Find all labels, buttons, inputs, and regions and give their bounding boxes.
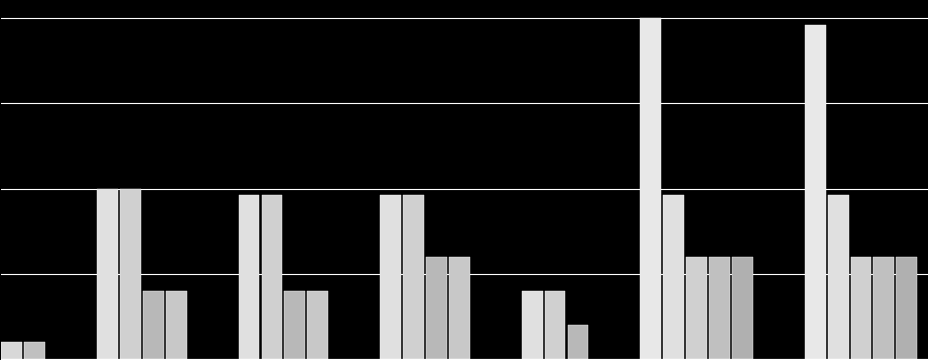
Bar bbox=[827, 195, 847, 359]
Bar bbox=[238, 195, 259, 359]
Bar bbox=[380, 195, 401, 359]
Bar bbox=[448, 257, 470, 359]
Bar bbox=[143, 291, 163, 359]
Bar bbox=[403, 195, 423, 359]
Bar bbox=[567, 325, 587, 359]
Bar bbox=[262, 195, 282, 359]
Bar bbox=[426, 257, 446, 359]
Bar bbox=[544, 291, 565, 359]
Bar bbox=[850, 257, 870, 359]
Bar bbox=[804, 25, 825, 359]
Bar bbox=[24, 342, 45, 359]
Bar bbox=[896, 257, 916, 359]
Bar bbox=[686, 257, 706, 359]
Bar bbox=[708, 257, 729, 359]
Bar bbox=[1, 342, 22, 359]
Bar bbox=[663, 195, 683, 359]
Bar bbox=[284, 291, 305, 359]
Bar bbox=[97, 189, 118, 359]
Bar bbox=[307, 291, 328, 359]
Bar bbox=[731, 257, 752, 359]
Bar bbox=[522, 291, 542, 359]
Bar bbox=[120, 189, 141, 359]
Bar bbox=[872, 257, 894, 359]
Bar bbox=[165, 291, 187, 359]
Bar bbox=[639, 18, 661, 359]
